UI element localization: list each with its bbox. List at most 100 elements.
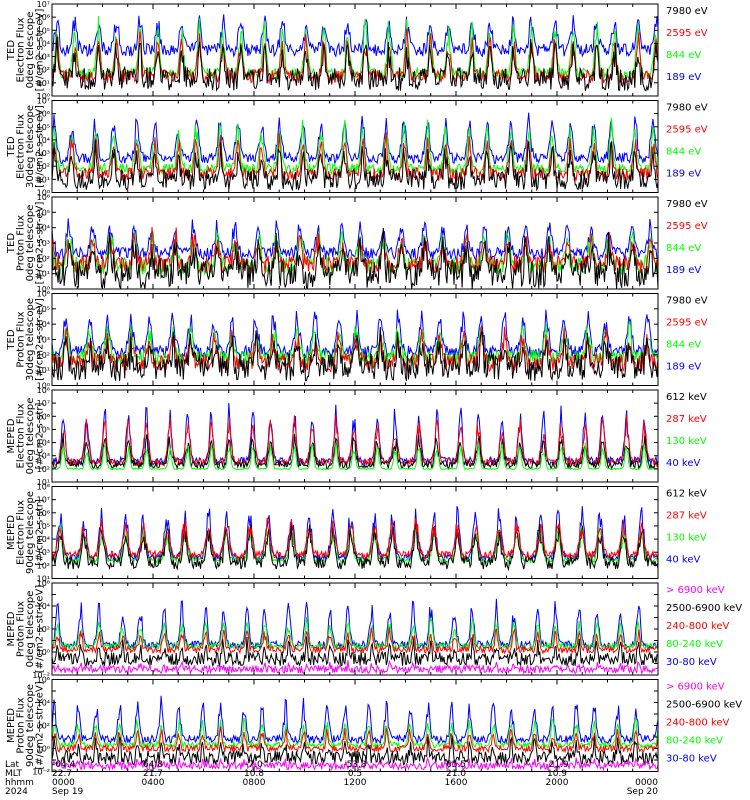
y-tick-label: 10⁷ <box>37 0 50 9</box>
time-axis-mlt: 21.0 <box>446 769 466 779</box>
y-tick-label: 10⁸ <box>37 483 50 492</box>
panel-series <box>52 506 658 572</box>
legend-entry: 40 keV <box>666 458 700 469</box>
y-tick-label: 10² <box>37 162 50 171</box>
y-tick-label: 10⁴ <box>37 320 50 329</box>
series-line <box>52 14 658 58</box>
legend-entry: 7980 eV <box>666 103 708 114</box>
y-axis-label-line: 0deg telescope <box>25 12 36 89</box>
y-tick-label: 10³ <box>37 336 50 345</box>
legend-entry: 287 keV <box>666 414 707 425</box>
legend-entry: 844 eV <box>666 147 701 158</box>
row-label-lat: Lat <box>5 760 20 770</box>
y-tick-label: 10⁻² <box>32 768 50 777</box>
y-tick-label: 10⁵ <box>37 305 50 314</box>
series-line <box>52 326 658 382</box>
y-axis-label-line: TED <box>6 329 17 350</box>
series-line <box>52 112 658 166</box>
series-line <box>52 433 658 471</box>
panel-frame <box>51 679 659 772</box>
y-axis-label-line: [#/cm2-s-str-eV] <box>35 9 46 92</box>
y-tick-label: 10³ <box>37 149 50 158</box>
y-tick-label: 10⁶ <box>37 13 50 22</box>
y-tick-label: 10⁷ <box>37 97 50 106</box>
legend-entry: 844 eV <box>666 340 701 351</box>
y-axis-label-line: Proton Flux <box>16 601 27 657</box>
y-tick-label: 10¹ <box>37 366 50 375</box>
y-axis-label-line: [#/cm2-s-str-keV] <box>35 681 46 769</box>
y-tick-label: 10⁷ <box>37 399 50 408</box>
series-line <box>52 695 658 745</box>
series-line <box>52 226 658 275</box>
series-line <box>52 442 658 471</box>
time-axis-hhmm: 2000 <box>546 778 569 788</box>
legend-entry: > 6900 keV <box>666 585 725 596</box>
legend-entry: 612 keV <box>666 392 707 403</box>
y-tick-label: 10¹ <box>37 175 50 184</box>
row-label-mlt: MLT <box>5 769 23 779</box>
y-tick-label: 10⁴ <box>37 224 50 233</box>
legend-entry: 30-80 keV <box>666 657 717 668</box>
legend-entry: 189 eV <box>666 169 701 180</box>
legend-entry: 2595 eV <box>666 318 708 329</box>
panel-series <box>52 112 658 192</box>
y-tick-label: 10⁶ <box>37 290 50 299</box>
time-axis-lat: -64.4 <box>52 760 76 770</box>
panel-series <box>52 218 658 289</box>
time-axis-lat: -21.9 <box>545 760 569 770</box>
y-tick-label: 10⁸ <box>37 386 50 395</box>
y-tick-label: 10⁰ <box>37 92 50 101</box>
y-tick-label: 10⁶ <box>37 509 50 518</box>
y-tick-label: 10⁰ <box>37 745 50 754</box>
y-tick-label: 10⁻² <box>32 671 50 680</box>
series-line <box>52 227 658 289</box>
y-tick-label: 10² <box>37 561 50 570</box>
y-tick-label: 10⁰ <box>37 648 50 657</box>
y-axis-label-line: [#/cm2-s-str-eV] <box>35 105 46 188</box>
y-tick-label: 10² <box>37 254 50 263</box>
time-axis-hhmm: 1600 <box>445 778 468 788</box>
legend-entry: 7980 eV <box>666 6 708 17</box>
y-tick-label: 10⁰ <box>37 382 50 391</box>
y-axis-label-line: Electron Flux <box>16 403 27 468</box>
y-axis-label-line: 90deg telescope <box>25 684 36 767</box>
y-axis-label-line: Electron Flux <box>16 500 27 565</box>
y-axis-label-line: TED <box>6 136 17 157</box>
panel-series <box>52 598 658 675</box>
time-axis-hhmm: 1200 <box>344 778 367 788</box>
legend-entry: 130 keV <box>666 436 707 447</box>
series-line <box>52 517 658 561</box>
y-tick-label: 10¹ <box>37 270 50 279</box>
y-tick-label: 10⁷ <box>37 496 50 505</box>
y-axis-label-line: TED <box>6 40 17 61</box>
series-line <box>52 36 658 92</box>
y-tick-label: 10⁵ <box>37 425 50 434</box>
y-axis-label-line: MEPED <box>6 708 17 743</box>
legend-entry: 2500-6900 keV <box>666 603 742 614</box>
y-tick-label: 10⁴ <box>37 602 50 611</box>
y-axis-label-line: MEPED <box>6 418 17 453</box>
series-line <box>52 735 658 766</box>
legend-entry: 189 eV <box>666 72 701 83</box>
y-tick-label: 10⁵ <box>37 123 50 132</box>
y-axis-label-line: Proton Flux <box>16 311 27 367</box>
y-tick-label: 10² <box>37 351 50 360</box>
panel-series <box>52 402 658 471</box>
series-line <box>52 627 658 655</box>
y-tick-label: 10⁴ <box>37 136 50 145</box>
series-line <box>52 636 658 668</box>
y-tick-label: 10⁴ <box>37 439 50 448</box>
legend-entry: 189 eV <box>666 362 701 373</box>
